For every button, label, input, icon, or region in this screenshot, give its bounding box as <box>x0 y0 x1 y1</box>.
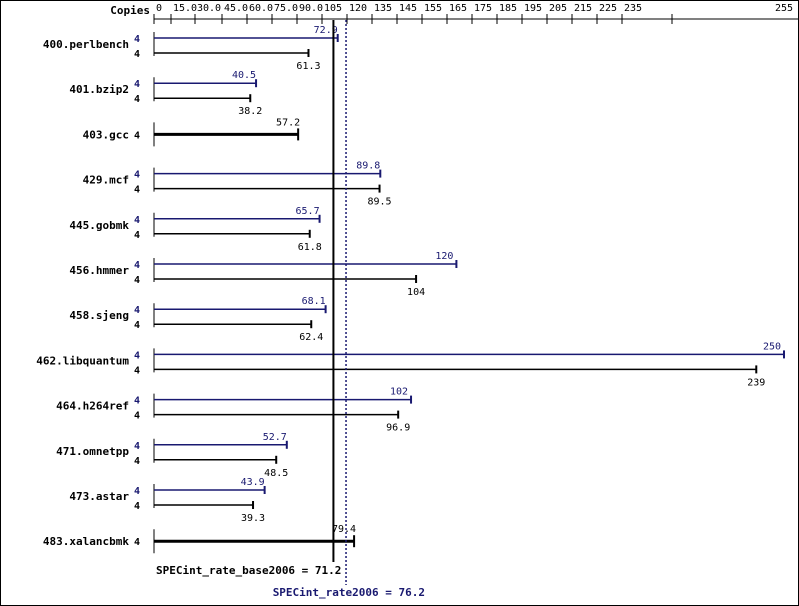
benchmark-row: 445.gobmk 4 65.7 4 61.8 <box>69 206 321 253</box>
peak-value-label: 65.7 <box>296 206 320 217</box>
x-axis: 0 15.0 30.0 45.0 60.0 75.0 90.0 105 120 135 145 155… <box>153 3 798 24</box>
base-value-label: 239 <box>747 377 765 388</box>
base-copies-count: 4 <box>134 49 140 60</box>
x-tick-label: 205 <box>549 3 567 14</box>
base-copies-count: 4 <box>134 230 140 241</box>
x-tick-label: 185 <box>499 3 517 14</box>
base-value-label: 61.8 <box>298 242 322 253</box>
benchmark-row: 458.sjeng 4 68.1 4 62.4 <box>69 296 327 343</box>
base-value-label: 61.3 <box>296 61 320 72</box>
peak-summary-label: SPECint_rate2006 = 76.2 <box>273 586 425 599</box>
benchmark-name: 456.hmmer <box>69 264 129 277</box>
peak-value-label: 102 <box>390 387 408 398</box>
peak-copies-count: 4 <box>134 215 140 226</box>
benchmark-row: 464.h264ref 4 102 4 96.9 <box>56 387 413 434</box>
base-value-label: 104 <box>407 287 425 298</box>
benchmark-row: 401.bzip2 4 40.5 4 38.2 <box>69 70 262 117</box>
benchmark-row: 471.omnetpp 4 52.7 4 48.5 <box>56 432 288 479</box>
result-value-label: 79.4 <box>332 524 356 535</box>
x-tick-label: 175 <box>474 3 492 14</box>
peak-value-label: 72.9 <box>314 25 338 36</box>
base-summary-label: SPECint_rate_base2006 = 71.2 <box>156 564 341 577</box>
peak-copies-count: 4 <box>134 34 140 45</box>
peak-value-label: 52.7 <box>263 432 287 443</box>
base-value-label: 62.4 <box>299 332 323 343</box>
base-value-label: 38.2 <box>238 106 262 117</box>
copies-count: 4 <box>134 537 140 548</box>
base-copies-count: 4 <box>134 501 140 512</box>
base-copies-count: 4 <box>134 411 140 422</box>
base-value-label: 89.5 <box>367 197 391 208</box>
peak-copies-count: 4 <box>134 260 140 271</box>
x-tick-label: 15.0 <box>173 3 197 14</box>
result-value-label: 57.2 <box>276 117 300 128</box>
benchmark-row: 403.gcc 4 57.2 <box>83 117 300 147</box>
x-tick-label: 155 <box>424 3 442 14</box>
x-tick-label: 255 <box>775 3 793 14</box>
benchmark-rows: 400.perlbench 4 72.9 4 61.3 401.bzip2 4 40.5 4 38… <box>36 25 785 554</box>
x-tick-label: 90.0 <box>299 3 323 14</box>
x-tick-label: 235 <box>624 3 642 14</box>
benchmark-name: 403.gcc <box>83 128 129 141</box>
x-tick-label: 75.0 <box>274 3 298 14</box>
x-tick-label: 225 <box>599 3 617 14</box>
peak-value-label: 68.1 <box>302 296 326 307</box>
peak-value-label: 40.5 <box>232 70 256 81</box>
benchmark-name: 462.libquantum <box>36 354 129 367</box>
benchmark-name: 401.bzip2 <box>69 83 129 96</box>
x-tick-label: 60.0 <box>249 3 273 14</box>
base-copies-count: 4 <box>134 456 140 467</box>
benchmark-name: 458.sjeng <box>69 309 129 322</box>
x-tick-label: 135 <box>374 3 392 14</box>
copies-count: 4 <box>134 130 140 141</box>
x-tick-label: 30.0 <box>197 3 221 14</box>
base-copies-count: 4 <box>134 365 140 376</box>
x-tick-label: 120 <box>349 3 367 14</box>
x-tick-label: 215 <box>574 3 592 14</box>
base-copies-count: 4 <box>134 275 140 286</box>
benchmark-name: 473.astar <box>69 490 129 503</box>
peak-value-label: 120 <box>435 251 453 262</box>
x-tick-label: 165 <box>449 3 467 14</box>
benchmark-name: 429.mcf <box>83 174 129 187</box>
peak-copies-count: 4 <box>134 441 140 452</box>
peak-copies-count: 4 <box>134 79 140 90</box>
peak-value-label: 250 <box>763 341 781 352</box>
benchmark-row: 456.hmmer 4 120 4 104 <box>69 251 458 298</box>
peak-copies-count: 4 <box>134 396 140 407</box>
x-tick-label: 195 <box>524 3 542 14</box>
x-tick-label: 145 <box>399 3 417 14</box>
base-value-label: 39.3 <box>241 513 265 524</box>
peak-copies-count: 4 <box>134 305 140 316</box>
base-copies-count: 4 <box>134 320 140 331</box>
benchmark-name: 471.omnetpp <box>56 445 129 458</box>
benchmark-name: 464.h264ref <box>56 400 129 413</box>
peak-value-label: 43.9 <box>241 477 265 488</box>
base-value-label: 96.9 <box>386 423 410 434</box>
benchmark-name: 400.perlbench <box>43 38 129 51</box>
benchmark-row: 429.mcf 4 89.8 4 89.5 <box>83 161 392 208</box>
peak-copies-count: 4 <box>134 486 140 497</box>
benchmark-row: 400.perlbench 4 72.9 4 61.3 <box>43 25 339 72</box>
benchmark-row: 473.astar 4 43.9 4 39.3 <box>69 477 266 524</box>
benchmark-name: 445.gobmk <box>69 219 129 232</box>
copies-header: Copies <box>110 4 150 17</box>
peak-value-label: 89.8 <box>356 161 380 172</box>
peak-copies-count: 4 <box>134 350 140 361</box>
reference-lines: SPECint_rate_base2006 = 71.2 SPECint_rate… <box>156 20 425 599</box>
peak-copies-count: 4 <box>134 170 140 181</box>
benchmark-row: 483.xalancbmk 4 79.4 <box>43 524 356 554</box>
benchmark-row: 462.libquantum 4 250 4 239 <box>36 341 785 388</box>
base-value-label: 48.5 <box>264 468 288 479</box>
base-copies-count: 4 <box>134 185 140 196</box>
x-tick-label: 45.0 <box>224 3 248 14</box>
x-tick-label: 105 <box>324 3 342 14</box>
base-copies-count: 4 <box>134 94 140 105</box>
x-tick-label: 0 <box>156 3 162 14</box>
benchmark-name: 483.xalancbmk <box>43 535 129 548</box>
